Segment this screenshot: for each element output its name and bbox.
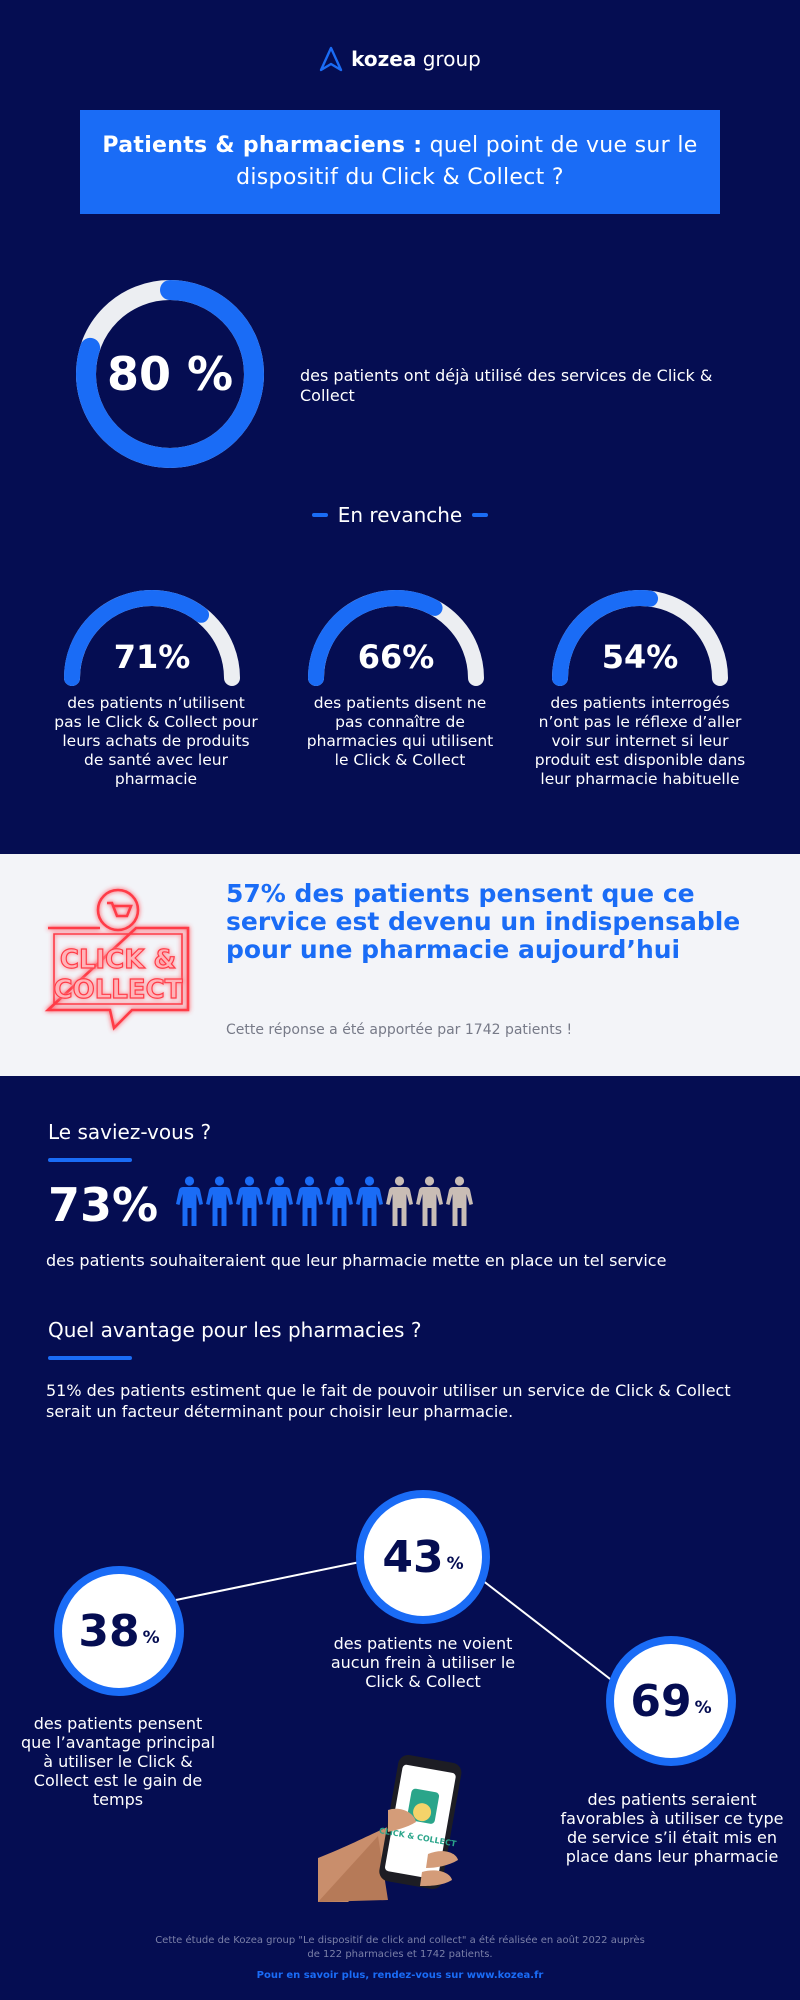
- sign-line-2: COLLECT: [54, 975, 183, 1005]
- avantage-heading: Quel avantage pour les pharmacies ?: [48, 1318, 422, 1342]
- bubble-43: 43%: [356, 1490, 490, 1624]
- indispensable-band: [0, 854, 800, 1076]
- connector-line: [481, 1579, 615, 1683]
- people-pictogram: [176, 1176, 473, 1228]
- person-icon-highlighted: [236, 1176, 263, 1226]
- logo-light: group: [422, 47, 481, 71]
- bubble-description: des patients seraient favorables à utili…: [560, 1790, 784, 1866]
- saviez-heading: Le saviez-vous ?: [48, 1120, 212, 1144]
- saviez-underline: [48, 1158, 132, 1162]
- divider-dash-right: [472, 513, 489, 517]
- title-rest: quel point de vue sur le dispositif du C…: [236, 133, 698, 190]
- person-icon-highlighted: [176, 1176, 203, 1226]
- usage-percent: 80 %: [106, 347, 234, 401]
- wish-percent: 73%: [48, 1178, 159, 1232]
- bubble-unit: %: [142, 1628, 160, 1648]
- person-icon-highlighted: [296, 1176, 323, 1226]
- bubble-unit: %: [694, 1698, 712, 1718]
- gauge-value: 54%: [601, 638, 679, 676]
- revanche-divider: En revanche: [0, 500, 800, 530]
- donut-value-arc: [76, 280, 264, 468]
- avantage-description: 51% des patients estiment que le fait de…: [46, 1381, 731, 1421]
- bubble-description: des patients ne voient aucun frein à uti…: [330, 1634, 516, 1691]
- bubble-connectors: [175, 1561, 615, 1683]
- bubble-number: 43: [382, 1531, 444, 1583]
- gauge-description: des patients interrogés n’ont pas le réf…: [534, 694, 746, 788]
- gauge-description: des patients n’utilisent pas le Click & …: [54, 694, 258, 788]
- sign-line-1: CLICK &: [60, 945, 176, 975]
- avantage-underline: [48, 1356, 132, 1360]
- indispensable-headline: 57% des patients pensent que ce service …: [226, 879, 741, 964]
- title-bold: Patients & pharmaciens :: [102, 133, 423, 158]
- usage-donut-chart: [76, 280, 264, 468]
- bubble-number: 38: [78, 1605, 140, 1657]
- gauge-value: 71%: [113, 638, 191, 676]
- gauge-description: des patients disent ne pas connaître de …: [306, 694, 494, 769]
- gauge-chart-66: [308, 590, 484, 686]
- page-title: Patients & pharmaciens : quel point de v…: [100, 130, 700, 194]
- title-banner: Patients & pharmaciens : quel point de v…: [80, 110, 720, 214]
- bubble-number: 69: [630, 1675, 692, 1727]
- bubble-description: des patients pensent que l’avantage prin…: [20, 1714, 216, 1809]
- gauge-value-arc: [308, 590, 443, 686]
- gauge-value-arc: [64, 590, 210, 686]
- kozea-website-link[interactable]: Pour en savoir plus, rendez-vous sur www…: [256, 1970, 544, 1981]
- respondents-note: Cette réponse a été apportée par 1742 pa…: [226, 1022, 573, 1038]
- connector-line: [175, 1561, 361, 1601]
- logo-bold: kozea: [351, 47, 417, 71]
- gauge-chart-71: [64, 590, 240, 686]
- brand-logo: kozea group: [0, 44, 800, 74]
- gauge-chart-54: [552, 590, 728, 686]
- click-collect-neon-sign-icon: CLICK & COLLECT: [44, 888, 190, 1031]
- kozea-arrow-icon: [319, 46, 343, 72]
- wish-description: des patients souhaiteraient que leur pha…: [46, 1251, 667, 1270]
- person-icon-highlighted: [326, 1176, 353, 1226]
- divider-dash-left: [311, 513, 328, 517]
- usage-description: des patients ont déjà utilisé des servic…: [300, 366, 713, 405]
- bubble-unit: %: [446, 1554, 464, 1574]
- person-icon: [416, 1176, 443, 1226]
- person-icon-highlighted: [356, 1176, 383, 1226]
- phone-in-hand-illustration: CLICK & COLLECT: [318, 1755, 462, 1902]
- person-icon-highlighted: [206, 1176, 233, 1226]
- bubble-38: 38%: [54, 1566, 184, 1696]
- study-footnote: Cette étude de Kozea group "Le dispositi…: [155, 1935, 645, 1960]
- gauge-value-arc: [552, 590, 659, 686]
- gauge-value: 66%: [357, 638, 435, 676]
- person-icon: [446, 1176, 473, 1226]
- revanche-label: En revanche: [337, 503, 463, 527]
- bubble-69: 69%: [606, 1636, 736, 1766]
- person-icon: [386, 1176, 413, 1226]
- person-icon-highlighted: [266, 1176, 293, 1226]
